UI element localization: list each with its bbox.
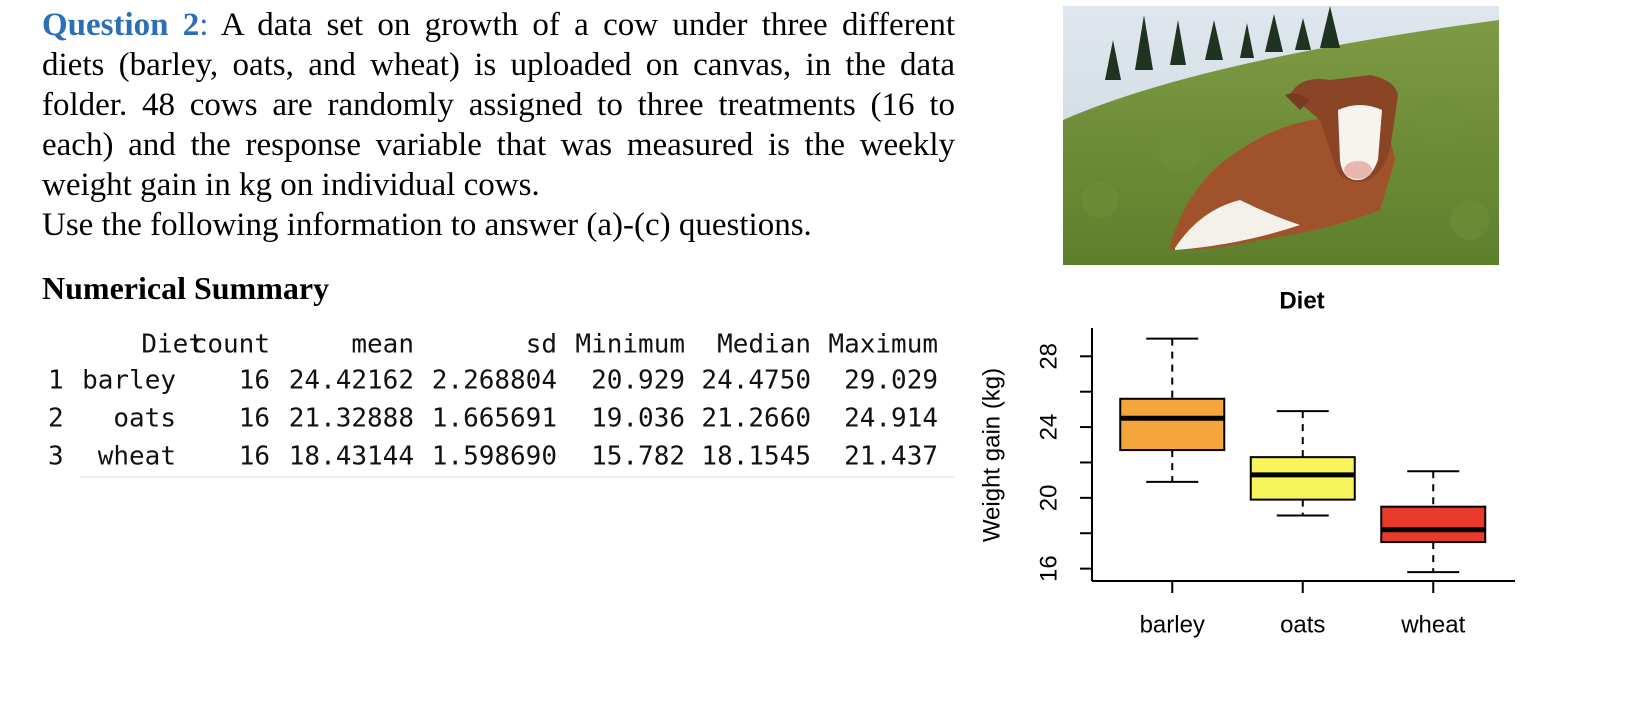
table-cell: 18.43144 xyxy=(289,442,414,472)
row-index: 1 xyxy=(48,366,64,396)
table-cell: 1.598690 xyxy=(432,442,557,472)
cow-photo xyxy=(1063,6,1499,265)
question-line: each) and the response variable that was… xyxy=(42,127,955,163)
table-cell: 16 xyxy=(239,442,270,472)
question-separator: : xyxy=(199,7,209,43)
box xyxy=(1119,397,1226,452)
table-cell: 21.2660 xyxy=(701,404,811,434)
table-cell: 21.32888 xyxy=(289,404,414,434)
box xyxy=(1249,456,1356,501)
table-cell: oats xyxy=(113,404,176,434)
question-label: Question 2 xyxy=(42,7,200,43)
table-cell: 16 xyxy=(239,404,270,434)
y-tick-label: 28 xyxy=(1035,343,1062,370)
question-text: A data set on growth of a cow under thre… xyxy=(220,7,955,43)
row-index: 3 xyxy=(48,442,64,472)
y-tick-label: 24 xyxy=(1035,414,1062,441)
table-cell: 1.665691 xyxy=(432,404,557,434)
y-tick-label: 16 xyxy=(1035,555,1062,582)
x-tick-label: oats xyxy=(1280,611,1325,638)
table-cell: wheat xyxy=(98,442,176,472)
table-cell: 24.42162 xyxy=(289,366,414,396)
x-tick-label: wheat xyxy=(1400,611,1465,638)
question-line: weight gain in kg on individual cows. xyxy=(42,167,540,203)
column-header: count xyxy=(192,330,270,360)
y-axis-label: Weight gain (kg) xyxy=(978,368,1005,542)
table-cell: barley xyxy=(82,366,176,396)
question-line: diets (barley, oats, and wheat) is uploa… xyxy=(42,47,955,83)
section-heading: Numerical Summary xyxy=(42,270,330,306)
column-header: Maximum xyxy=(828,330,938,360)
table-cell: 16 xyxy=(239,366,270,396)
column-header: Minimum xyxy=(575,330,685,360)
y-tick-label: 20 xyxy=(1035,484,1062,511)
column-header: mean xyxy=(351,330,414,360)
chart-title: Diet xyxy=(1279,287,1324,314)
column-header: Median xyxy=(717,330,811,360)
table-cell: 2.268804 xyxy=(432,366,557,396)
column-header: Diet xyxy=(141,330,204,360)
x-tick-label: barley xyxy=(1140,611,1205,638)
table-cell: 24.4750 xyxy=(701,366,811,396)
table-cell: 19.036 xyxy=(591,404,685,434)
instruction: Use the following information to answer … xyxy=(42,207,812,243)
table-cell: 24.914 xyxy=(844,404,938,434)
table-cell: 18.1545 xyxy=(701,442,811,472)
table-cell: 15.782 xyxy=(591,442,685,472)
table-cell: 20.929 xyxy=(591,366,685,396)
question-line: folder. 48 cows are randomly assigned to… xyxy=(42,87,955,123)
row-index: 2 xyxy=(48,404,64,434)
table-cell: 29.029 xyxy=(844,366,938,396)
question-line: Question 2: A data set on growth of a co… xyxy=(42,5,955,45)
column-header: sd xyxy=(526,330,557,360)
box xyxy=(1380,505,1487,544)
table-cell: 21.437 xyxy=(844,442,938,472)
